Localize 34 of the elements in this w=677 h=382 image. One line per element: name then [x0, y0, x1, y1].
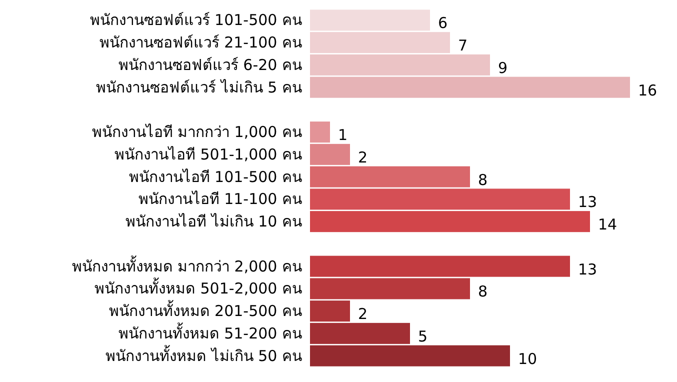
data-label: 2	[358, 305, 368, 324]
y-tick-label: พนักงานไอที ไม่เกิน 10 คน	[126, 212, 302, 231]
y-tick-label: พนักงานซอฟต์แวร์ ไม่เกิน 5 คน	[96, 78, 302, 96]
y-tick-label: พนักงานทั้งหมด 201-500 คน	[108, 300, 302, 320]
data-label: 14	[598, 216, 618, 234]
bar	[310, 54, 490, 76]
y-tick-label: พนักงานทั้งหมด 51-200 คน	[118, 322, 302, 342]
data-label: 13	[578, 260, 598, 278]
data-label: 1	[338, 126, 348, 144]
data-label: 16	[638, 81, 658, 100]
y-tick-label: พนักงานไอที มากกว่า 1,000 คน	[92, 123, 302, 142]
y-tick-label: พนักงานทั้งหมด 501-2,000 คน	[94, 278, 302, 298]
data-label: 10	[518, 350, 538, 368]
data-label: 7	[458, 36, 468, 55]
bar	[310, 144, 350, 165]
y-tick-label: พนักงานไอที 101-500 คน	[128, 168, 302, 186]
y-tick-label: พนักงานซอฟต์แวร์ 6-20 คน	[118, 56, 302, 74]
data-label: 9	[498, 58, 508, 77]
data-label: 2	[358, 148, 368, 166]
y-tick-label: พนักงานทั้งหมด ไม่เกิน 50 คน	[106, 344, 302, 365]
y-tick-label: พนักงานซอฟต์แวร์ 21-100 คน	[99, 34, 302, 52]
data-label: 13	[578, 193, 598, 212]
bar	[310, 166, 470, 188]
data-label: 8	[478, 282, 488, 301]
y-tick-label: พนักงานซอฟต์แวร์ 101-500 คน	[90, 11, 302, 30]
y-tick-label: พนักงานไอที 11-100 คน	[138, 190, 302, 208]
y-tick-label: พนักงานไอที 501-1,000 คน	[114, 145, 302, 164]
bar	[310, 122, 330, 143]
bar	[310, 76, 630, 98]
y-tick-label: พนักงานทั้งหมด มากกว่า 2,000 คน	[72, 255, 302, 276]
bar	[310, 345, 510, 366]
data-label: 8	[478, 170, 488, 189]
data-label: 6	[438, 14, 448, 32]
data-label: 5	[418, 327, 428, 346]
